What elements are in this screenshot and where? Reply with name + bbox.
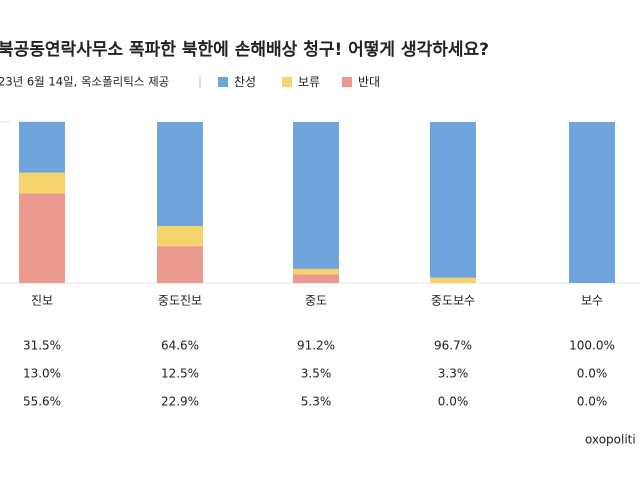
value-label: 5.3%: [301, 395, 332, 409]
x-tick-label: 보수: [581, 294, 603, 308]
bar-segment: [19, 121, 65, 173]
value-label: 12.5%: [161, 367, 199, 381]
x-tick-label: 중도: [305, 294, 327, 308]
legend-swatch: [282, 77, 292, 87]
bar-segment: [157, 226, 203, 247]
value-label: 0.0%: [438, 395, 469, 409]
chart-title: 북공동연락사무소 폭파한 북한에 손해배상 청구! 어떻게 생각하세요?: [0, 39, 489, 60]
bar-segment: [293, 274, 339, 283]
source-logo: oxopoliti: [585, 433, 636, 447]
bar-segment: [157, 122, 203, 227]
chart-subtitle: 23년 6월 14일, 옥소폴리틱스 제공: [0, 75, 169, 89]
bar-segment: [19, 193, 65, 283]
bar-segment: [430, 122, 476, 278]
x-tick-label: 진보: [31, 294, 53, 308]
bar-segment: [157, 246, 203, 283]
value-label: 64.6%: [161, 339, 199, 353]
bar-segment: [430, 277, 476, 283]
value-label: 96.7%: [434, 339, 472, 353]
value-label: 0.0%: [577, 367, 608, 381]
value-label: 3.3%: [438, 367, 469, 381]
value-label: 0.0%: [577, 395, 608, 409]
value-label: 91.2%: [297, 339, 335, 353]
value-label: 13.0%: [23, 367, 61, 381]
value-label: 22.9%: [161, 395, 199, 409]
value-label: 100.0%: [569, 339, 615, 353]
value-label: 31.5%: [23, 339, 61, 353]
value-label: 3.5%: [301, 367, 332, 381]
bar-segment: [19, 172, 65, 194]
value-label: 55.6%: [23, 395, 61, 409]
x-tick-label: 중도진보: [158, 294, 202, 308]
x-tick-label: 중도보수: [431, 294, 475, 308]
legend-label: 찬성: [234, 74, 256, 89]
bar-segment: [293, 122, 339, 269]
bar-segment: [293, 268, 339, 275]
legend-swatch: [342, 77, 352, 87]
legend: 찬성 보류 반대: [218, 74, 380, 89]
bar-segment: [569, 122, 615, 283]
legend-swatch: [218, 77, 228, 87]
legend-label: 반대: [358, 75, 380, 89]
legend-label: 보류: [298, 75, 320, 89]
